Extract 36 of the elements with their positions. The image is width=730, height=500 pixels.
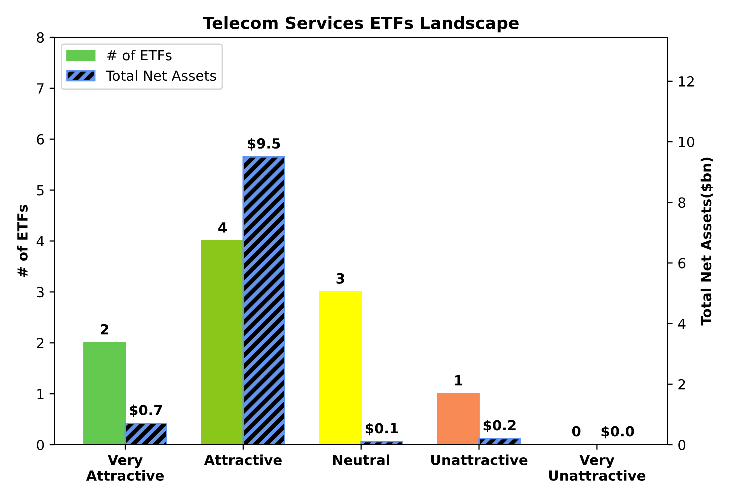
y-tick-label: 8 (37, 32, 44, 43)
y-tick-label: 2 (37, 338, 44, 348)
y-tick-label: 5 (37, 185, 44, 196)
y-tick-label: 7 (37, 84, 44, 94)
y-tick-label: 6 (37, 134, 44, 145)
chart-title: Telecom Services ETFs Landscape (203, 16, 519, 33)
x-tick-label: Very Attractive (86, 455, 164, 482)
legend-label: Total Net Assets (106, 70, 216, 82)
data-label: $0.2 (484, 420, 516, 433)
legend-label: # of ETFs (107, 50, 172, 61)
y-tick-label: 4 (36, 236, 44, 247)
y-tick-label: 1 (38, 389, 44, 400)
y-tick-label: 3 (37, 287, 44, 298)
y2-tick-label: 4 (678, 318, 686, 330)
y-tick-label: 0 (37, 440, 44, 450)
y2-axis-title: Total Net Assets($bn) (700, 158, 714, 326)
y2-tick-label: 0 (678, 440, 686, 450)
data-label: 0 (572, 426, 581, 437)
x-tick-label: Neutral (333, 454, 390, 466)
x-tick-label: Attractive (204, 454, 282, 466)
x-tick-label: Very Unattractive (549, 455, 646, 482)
y2-tick-label: 10 (679, 136, 694, 148)
data-label: $0.1 (366, 422, 398, 436)
y2-tick-label: 8 (678, 198, 686, 208)
data-label: 1 (455, 375, 463, 386)
data-label: 2 (101, 324, 108, 335)
data-label: $9.5 (248, 138, 280, 151)
data-label: $0.0 (602, 426, 634, 439)
y2-tick-label: 6 (678, 258, 686, 269)
data-label: $0.7 (130, 404, 162, 418)
data-label: 4 (218, 222, 227, 233)
data-label: 3 (336, 273, 344, 284)
x-tick-label: Unattractive (431, 454, 528, 466)
y-axis-title: # of ETFs (17, 205, 28, 278)
y2-tick-label: 2 (678, 379, 686, 390)
y2-tick-label: 12 (679, 76, 694, 87)
